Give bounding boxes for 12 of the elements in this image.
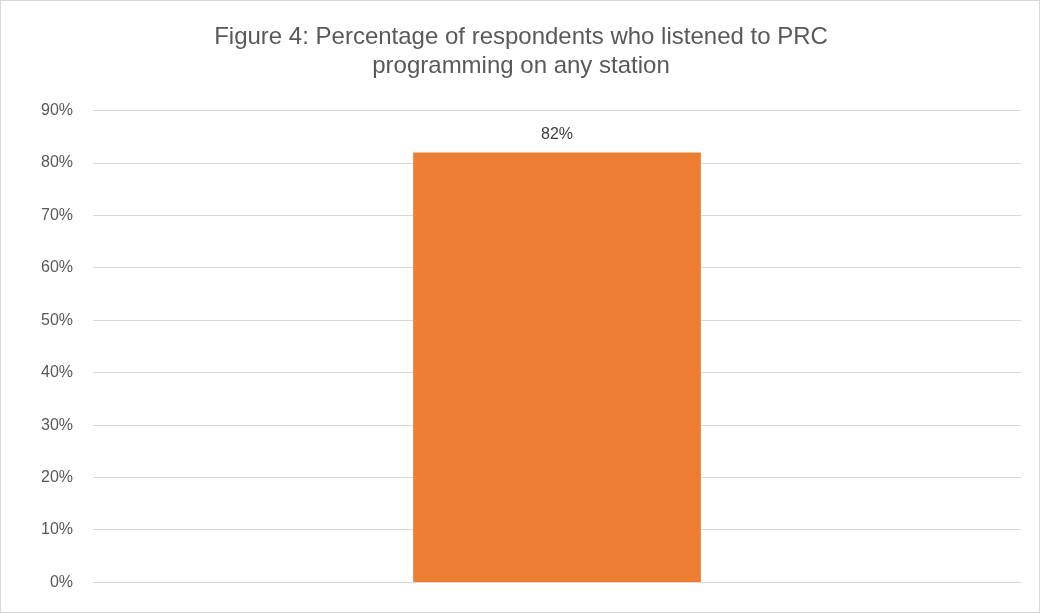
y-tick-label: 0% <box>49 572 74 590</box>
y-tick-label: 60% <box>40 258 74 276</box>
y-tick-label: 80% <box>40 153 74 171</box>
y-tick-label: 10% <box>40 520 74 538</box>
y-tick-label: 50% <box>40 310 74 328</box>
y-tick-label: 30% <box>40 415 74 433</box>
y-tick-label: 70% <box>40 205 74 223</box>
y-tick-label: 40% <box>40 363 74 381</box>
y-tick-label: 90% <box>40 101 74 119</box>
data-label: 82% <box>541 124 574 142</box>
chart-title: Figure 4: Percentage of respondents who listened to PRC programming on any station <box>214 22 828 78</box>
y-tick-label: 20% <box>40 467 74 485</box>
